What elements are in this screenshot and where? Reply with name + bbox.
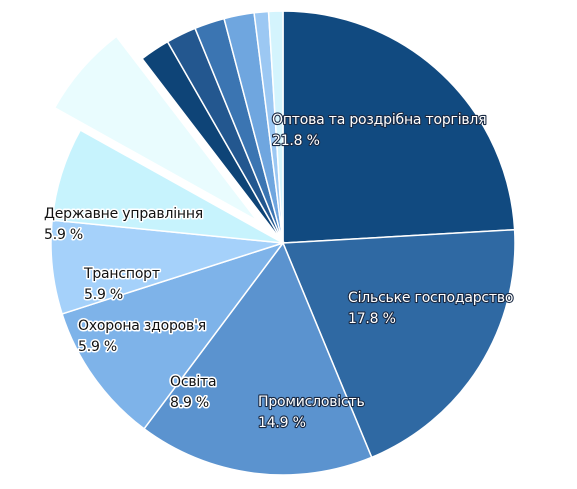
slice-label: Сільське господарство	[348, 290, 513, 306]
slice-label: Охорона здоров'я	[78, 318, 206, 334]
slice-label: Транспорт	[83, 266, 160, 282]
slice-value-label: 5.9 %	[44, 227, 83, 243]
slice-label: Освіта	[170, 374, 216, 390]
pie-labels: Оптова та роздрібна торгівля 21.8 % Сільсь…	[43, 111, 515, 432]
pie-slices	[50, 10, 516, 476]
slice-label: Оптова та роздрібна торгівля	[272, 112, 486, 128]
pie-slice	[142, 241, 373, 476]
pie-slice	[267, 10, 284, 244]
pie-slice	[51, 129, 284, 244]
pie-slice	[281, 228, 516, 459]
slice-value-label: 5.9 %	[84, 287, 123, 303]
pie-slice	[282, 10, 516, 244]
slice-value-label: 17.8 %	[348, 311, 396, 327]
slice-value-label: 5.9 %	[78, 339, 117, 355]
slice-label: Державне управління	[44, 206, 203, 222]
slice-value-label: 8.9 %	[170, 395, 209, 411]
pie-slice	[53, 35, 258, 222]
pie-slice	[61, 241, 286, 430]
slice-value-label: 14.9 %	[258, 415, 306, 431]
slice-value-label: 21.8 %	[272, 133, 320, 149]
slice-label: Промисловість	[258, 394, 365, 410]
